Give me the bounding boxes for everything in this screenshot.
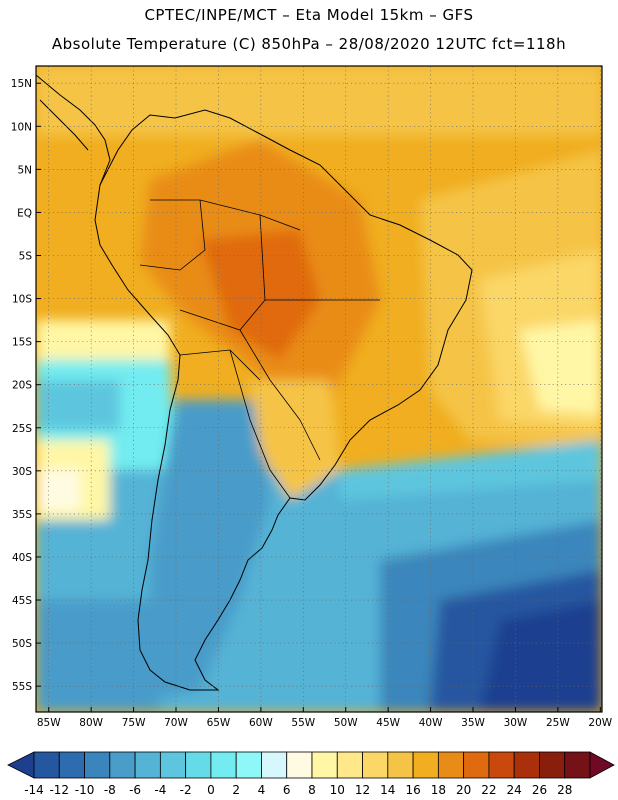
field-north-band xyxy=(36,66,602,136)
lat-tick-label: EQ xyxy=(17,207,32,219)
lon-tick-label: 25W xyxy=(546,717,570,729)
field-pacific-transition xyxy=(36,320,170,360)
lon-tick-label: 80W xyxy=(79,717,103,729)
colorbar-box xyxy=(134,751,161,779)
colorbar-box xyxy=(488,751,515,779)
temperature-field xyxy=(36,66,602,712)
lat-tick-label: 30S xyxy=(12,466,32,478)
title-line-1: CPTEC/INPE/MCT – Eta Model 15km – GFS xyxy=(144,6,474,24)
colorbar-label: 6 xyxy=(283,783,291,797)
colorbar-box xyxy=(286,751,313,779)
colorbar-label: 12 xyxy=(355,783,370,797)
colorbar-label: 22 xyxy=(481,783,496,797)
lon-tick-label: 85W xyxy=(37,717,61,729)
colorbar-label: 20 xyxy=(456,783,471,797)
lon-tick-label: 65W xyxy=(207,717,231,729)
colorbar-box xyxy=(311,751,338,779)
lat-tick-label: 45S xyxy=(12,595,32,607)
colorbar-box xyxy=(84,751,111,779)
colorbar-box xyxy=(463,751,490,779)
colorbar-label: 0 xyxy=(207,783,215,797)
colorbar-box xyxy=(564,751,591,779)
lat-tick-label: 15S xyxy=(12,337,32,349)
colorbar-label: 2 xyxy=(232,783,240,797)
lon-tick-label: 75W xyxy=(122,717,146,729)
colorbar-box xyxy=(513,751,540,779)
colorbar-box xyxy=(336,751,363,779)
field-east-atlantic-pale xyxy=(520,320,602,415)
colorbar-box xyxy=(33,751,60,779)
lon-tick-label: 70W xyxy=(164,717,188,729)
lat-tick-label: 10S xyxy=(12,294,32,306)
colorbar-box xyxy=(109,751,136,779)
lon-tick-label: 20W xyxy=(588,717,612,729)
caribbean-coast xyxy=(39,99,89,151)
field-pacific-pale-patch xyxy=(36,470,80,510)
colorbar-label: 26 xyxy=(532,783,547,797)
colorbar-right-arrow xyxy=(589,751,615,779)
lat-tick-label: 55S xyxy=(12,681,32,693)
lat-tick-label: 50S xyxy=(12,638,32,650)
colorbar-label: -12 xyxy=(49,783,69,797)
colorbar-label: 24 xyxy=(507,783,522,797)
lon-tick-label: 50W xyxy=(334,717,358,729)
lat-tick-label: 5S xyxy=(19,250,33,262)
colorbar-label: 18 xyxy=(431,783,446,797)
field-pacific-cool xyxy=(36,380,120,430)
lon-tick-label: 55W xyxy=(291,717,315,729)
lat-tick-label: 20S xyxy=(12,380,32,392)
map-frame xyxy=(35,65,603,713)
field-interior-hottest xyxy=(200,230,320,360)
title-line-2: Absolute Temperature (C) 850hPa – 28/08/… xyxy=(51,35,567,53)
colorbar-label: -10 xyxy=(75,783,95,797)
lon-tick-label: 40W xyxy=(419,717,443,729)
colorbar-box xyxy=(58,751,85,779)
coastlines xyxy=(36,74,473,691)
colorbar-box xyxy=(261,751,288,779)
colorbar-box xyxy=(185,751,212,779)
map-axes: 15N 10N 5N EQ 5S 10S 15S 20S 25S 30S 35S 40S 45S 50S 5… xyxy=(11,78,613,729)
field-southwest-cold xyxy=(36,600,160,712)
colorbar-label: -14 xyxy=(24,783,44,797)
lat-tick-label: 25S xyxy=(12,423,32,435)
field-cone-cold xyxy=(150,400,270,700)
colorbar-box xyxy=(412,751,439,779)
colorbar-label: 10 xyxy=(330,783,345,797)
colorbar-label: -8 xyxy=(104,783,116,797)
lat-tick-label: 10N xyxy=(11,121,32,133)
colorbar-box xyxy=(159,751,187,779)
colorbar-label: 4 xyxy=(258,783,266,797)
lon-tick-label: 45W xyxy=(376,717,400,729)
colorbar-label: -6 xyxy=(129,783,141,797)
colorbar-box xyxy=(362,751,389,779)
lat-tick-label: 40S xyxy=(12,552,32,564)
field-south-front xyxy=(340,440,602,500)
colorbar-label: -2 xyxy=(180,783,192,797)
central-america-coastline xyxy=(36,74,111,186)
colorbar-label: -4 xyxy=(154,783,166,797)
colorbar-box xyxy=(437,751,465,779)
colorbar-box xyxy=(387,751,414,779)
lon-tick-label: 35W xyxy=(461,717,485,729)
lon-tick-label: 60W xyxy=(249,717,273,729)
colorbar-label: 14 xyxy=(380,783,395,797)
field-south-brazil xyxy=(250,380,340,500)
country-borders xyxy=(139,199,380,499)
colorbar-box xyxy=(539,751,566,779)
lat-tick-label: 5N xyxy=(17,164,32,176)
colorbar-box xyxy=(210,751,237,779)
colorbar-box xyxy=(235,751,262,779)
south-america-coastline xyxy=(94,109,473,691)
lon-tick-label: 30W xyxy=(504,717,528,729)
graticule xyxy=(36,66,602,712)
colorbar-label: 28 xyxy=(557,783,572,797)
colorbar-left-arrow xyxy=(7,751,35,779)
colorbar-label: 8 xyxy=(308,783,316,797)
lat-tick-label: 15N xyxy=(11,78,32,90)
colorbar: -14 -12 -10 -8 -6 -4 -2 0 2 4 6 8 10 12 14 16 18 20 22 24 26… xyxy=(7,751,615,797)
lat-tick-label: 35S xyxy=(12,509,32,521)
colorbar-label: 16 xyxy=(405,783,420,797)
field-southeast-coldest xyxy=(480,600,602,712)
